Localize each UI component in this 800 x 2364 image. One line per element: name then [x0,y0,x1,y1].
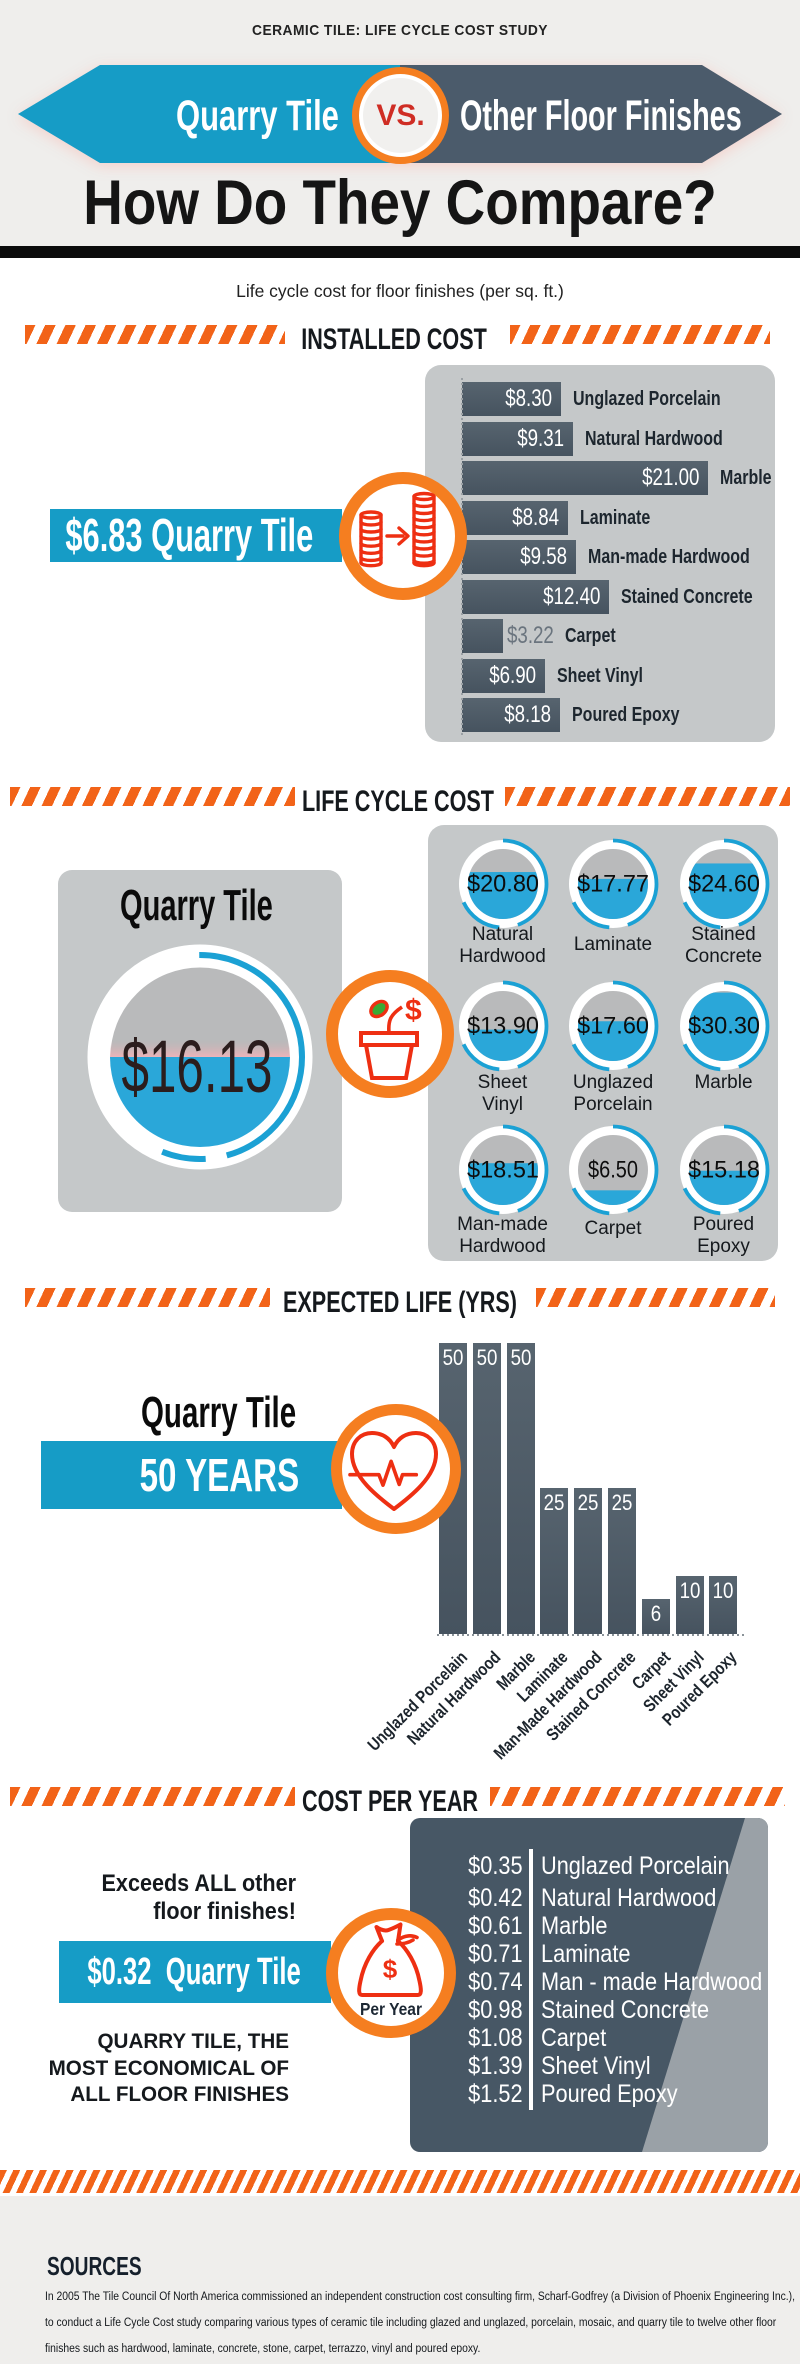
svg-text:$17.60: $17.60 [577,1013,649,1040]
svg-text:Per Year: Per Year [360,1999,422,2019]
svg-text:$24.60: $24.60 [688,871,760,898]
svg-text:$: $ [405,994,422,1027]
svg-text:$18.51: $18.51 [467,1157,539,1184]
svg-text:$: $ [383,1954,398,1984]
svg-text:$30.30: $30.30 [688,1013,760,1040]
svg-text:$13.90: $13.90 [467,1013,539,1040]
svg-text:$20.80: $20.80 [467,871,539,898]
svg-text:$16.13: $16.13 [122,1025,273,1108]
svg-text:$15.18: $15.18 [688,1157,760,1184]
svg-text:$6.50: $6.50 [588,1157,638,1184]
svg-text:$17.77: $17.77 [577,871,649,898]
